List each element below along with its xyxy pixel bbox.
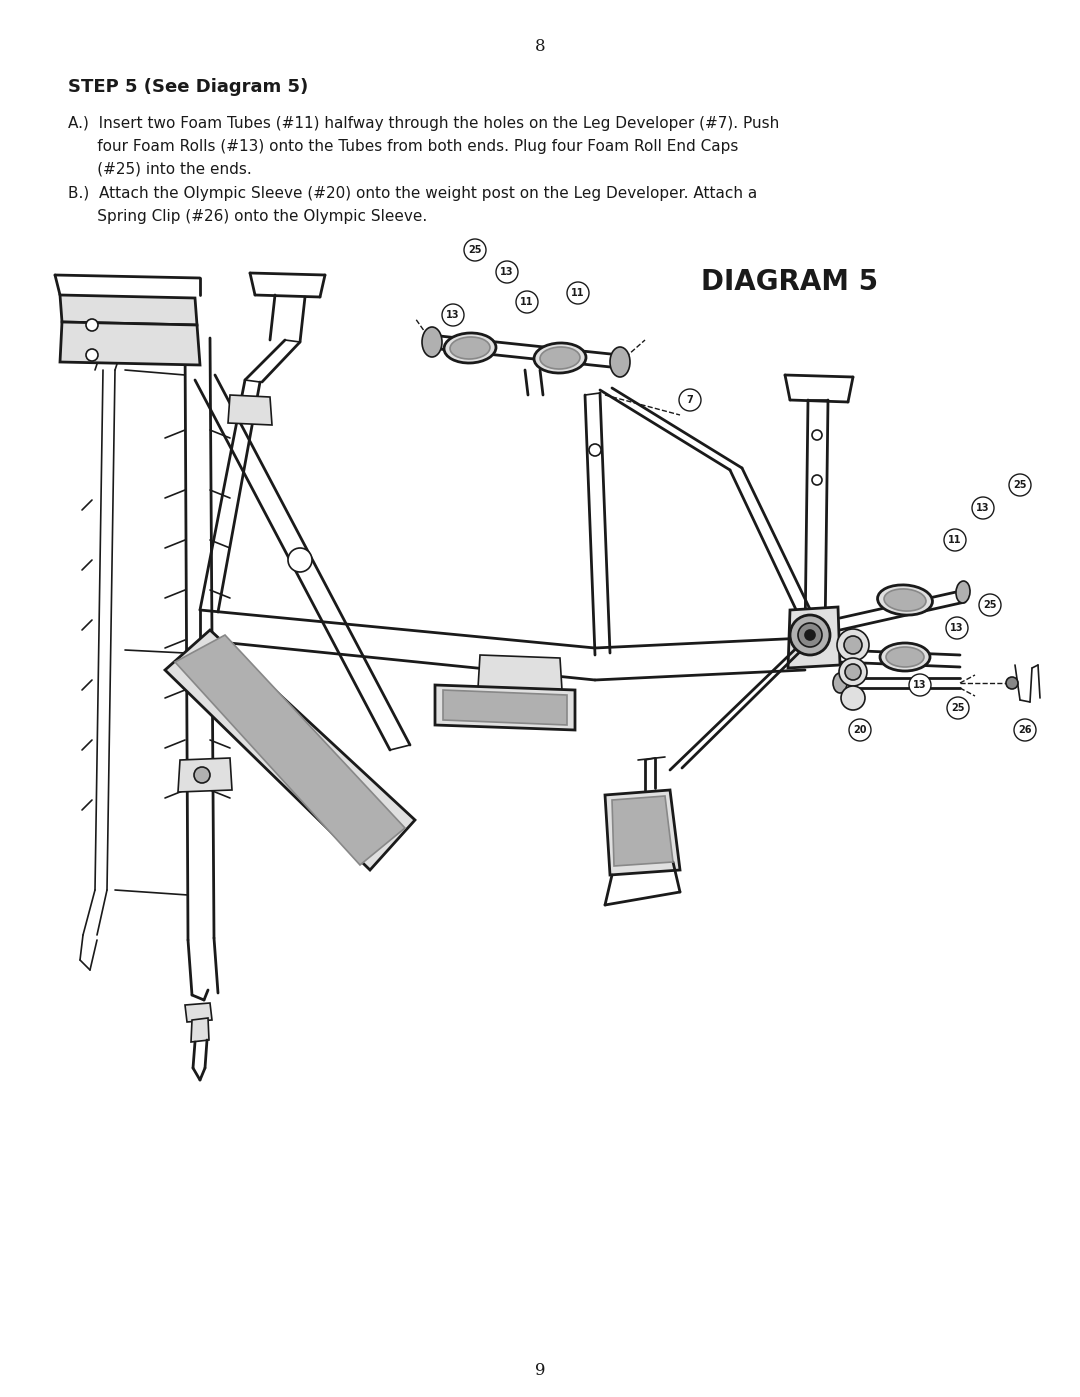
Circle shape [589,444,600,455]
Text: 13: 13 [446,310,460,320]
Ellipse shape [422,327,442,358]
Polygon shape [178,759,232,792]
Circle shape [86,349,98,360]
Circle shape [909,673,931,696]
Text: Spring Clip (#26) onto the Olympic Sleeve.: Spring Clip (#26) onto the Olympic Sleev… [68,210,428,224]
Text: 13: 13 [914,680,927,690]
Circle shape [947,697,969,719]
Ellipse shape [886,647,924,666]
Circle shape [679,388,701,411]
Text: 7: 7 [687,395,693,405]
Text: 13: 13 [500,267,514,277]
Polygon shape [478,655,562,690]
Text: (#25) into the ends.: (#25) into the ends. [68,162,252,177]
Polygon shape [165,630,415,870]
Circle shape [839,658,867,686]
Text: B.)  Attach the Olympic Sleeve (#20) onto the weight post on the Leg Developer. : B.) Attach the Olympic Sleeve (#20) onto… [68,186,757,201]
Polygon shape [228,395,272,425]
Text: 26: 26 [1018,725,1031,735]
Polygon shape [612,796,673,866]
Circle shape [1005,678,1018,689]
Circle shape [1014,719,1036,740]
Ellipse shape [534,344,586,373]
Circle shape [946,617,968,638]
Circle shape [516,291,538,313]
Ellipse shape [444,332,496,363]
Circle shape [972,497,994,520]
Circle shape [789,615,831,655]
Text: DIAGRAM 5: DIAGRAM 5 [701,268,878,296]
Ellipse shape [880,643,930,671]
Text: 25: 25 [1013,481,1027,490]
Ellipse shape [450,337,490,359]
Circle shape [798,623,822,647]
Circle shape [442,305,464,326]
Circle shape [843,636,862,654]
Ellipse shape [885,590,926,610]
Text: STEP 5 (See Diagram 5): STEP 5 (See Diagram 5) [68,78,308,96]
Text: 25: 25 [983,599,997,610]
Polygon shape [191,1018,210,1042]
Circle shape [464,239,486,261]
Ellipse shape [833,673,847,693]
Polygon shape [60,295,197,326]
Circle shape [837,629,869,661]
Circle shape [849,719,870,740]
Text: 25: 25 [469,244,482,256]
Circle shape [944,529,966,550]
Polygon shape [185,1003,212,1023]
Text: 13: 13 [950,623,963,633]
Circle shape [841,686,865,710]
Ellipse shape [956,581,970,604]
Polygon shape [60,321,200,365]
Text: 9: 9 [535,1362,545,1379]
Circle shape [978,594,1001,616]
Text: 11: 11 [521,298,534,307]
Polygon shape [605,789,680,875]
Circle shape [496,261,518,284]
Circle shape [845,664,861,680]
Text: 11: 11 [571,288,584,298]
Ellipse shape [878,585,932,615]
Text: 8: 8 [535,38,545,54]
Polygon shape [435,685,575,731]
Circle shape [194,767,210,782]
Circle shape [812,475,822,485]
Circle shape [86,319,98,331]
Circle shape [812,430,822,440]
Ellipse shape [610,346,630,377]
Circle shape [805,630,815,640]
Polygon shape [175,636,405,865]
Circle shape [567,282,589,305]
Text: 20: 20 [853,725,867,735]
Text: 25: 25 [951,703,964,712]
Ellipse shape [540,346,580,369]
Text: A.)  Insert two Foam Tubes (#11) halfway through the holes on the Leg Developer : A.) Insert two Foam Tubes (#11) halfway … [68,116,780,131]
Circle shape [288,548,312,571]
Polygon shape [788,608,840,668]
Text: 13: 13 [976,503,989,513]
Circle shape [1009,474,1031,496]
Polygon shape [443,690,567,725]
Text: four Foam Rolls (#13) onto the Tubes from both ends. Plug four Foam Roll End Cap: four Foam Rolls (#13) onto the Tubes fro… [68,138,739,154]
Text: 11: 11 [948,535,962,545]
